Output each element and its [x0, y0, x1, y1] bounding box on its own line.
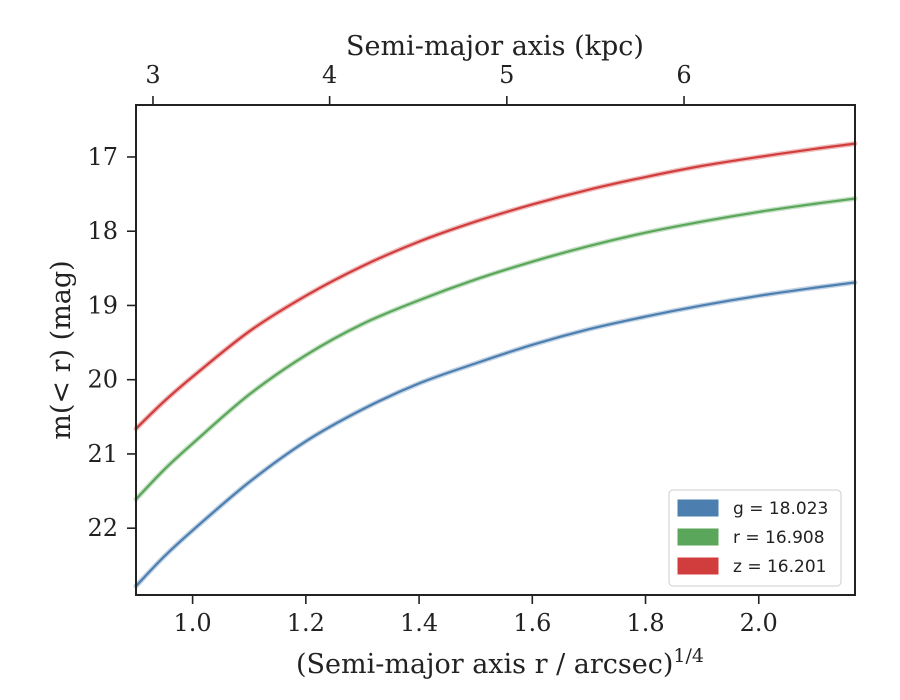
series-line: [135, 197, 856, 500]
x-axis-title-text: (Semi-major axis r / arcsec): [296, 649, 673, 680]
x-axis-title: (Semi-major axis r / arcsec)1/4: [296, 645, 704, 680]
x-tick-label: 1.0: [174, 609, 212, 637]
legend-label: g = 18.023: [733, 499, 828, 519]
top-tick-label: 3: [145, 61, 160, 89]
series-line: [135, 142, 856, 430]
x-tick-label: 1.8: [626, 609, 664, 637]
top-tick-label: 4: [322, 61, 337, 89]
top-tick-label: 6: [676, 61, 691, 89]
legend-swatch: [677, 528, 719, 546]
y-axis-title: m(< r) (mag): [46, 260, 77, 439]
legend-swatch: [677, 499, 719, 517]
plot-frame: [135, 104, 856, 596]
top-x-axis: 3 4 5 6: [145, 61, 692, 105]
legend-label: r = 16.908: [733, 528, 825, 548]
series-lines: [133, 141, 858, 589]
y-tick-label: 20: [87, 366, 118, 394]
legend-label: z = 16.201: [733, 557, 826, 577]
bottom-x-axis: 1.0 1.2 1.4 1.6 1.8 2.0: [174, 595, 778, 637]
x-tick-label: 2.0: [740, 609, 778, 637]
legend-swatch: [677, 557, 719, 575]
x-tick-label: 1.4: [400, 609, 438, 637]
series-line: [135, 281, 856, 587]
legend: g = 18.023 r = 16.908 z = 16.201: [668, 489, 842, 587]
series-band: [133, 196, 858, 502]
top-x-axis-title: Semi-major axis (kpc): [346, 31, 644, 62]
series-band: [133, 141, 858, 432]
y-tick-label: 17: [87, 143, 118, 171]
x-tick-label: 1.2: [287, 609, 325, 637]
y-tick-label: 22: [87, 514, 118, 542]
left-y-axis: 17 18 19 20 21 22: [87, 143, 136, 542]
x-tick-label: 1.6: [513, 609, 551, 637]
x-axis-title-exponent: 1/4: [673, 645, 704, 667]
top-tick-label: 5: [499, 61, 514, 89]
y-tick-label: 18: [87, 217, 118, 245]
y-tick-label: 19: [87, 291, 118, 319]
y-tick-label: 21: [87, 440, 118, 468]
